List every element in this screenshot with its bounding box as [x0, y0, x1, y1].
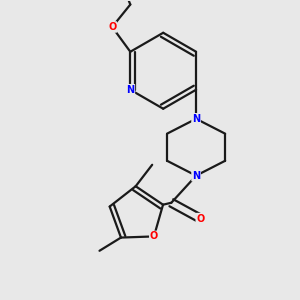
Text: O: O — [108, 22, 116, 32]
Text: N: N — [192, 171, 200, 181]
Text: O: O — [150, 231, 158, 242]
Text: N: N — [126, 85, 134, 95]
Text: O: O — [196, 214, 205, 224]
Text: N: N — [192, 114, 200, 124]
